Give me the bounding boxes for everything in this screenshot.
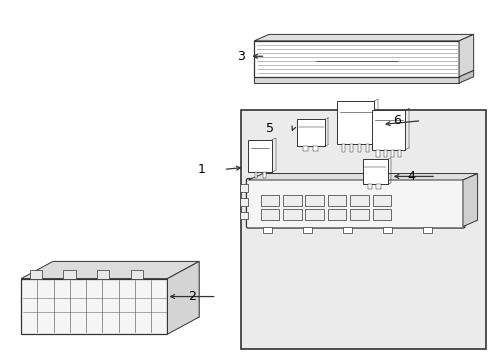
Bar <box>303 226 311 233</box>
Bar <box>53 261 199 317</box>
Polygon shape <box>458 35 473 77</box>
Bar <box>376 184 380 189</box>
Bar <box>367 184 371 189</box>
Text: 4: 4 <box>407 170 414 183</box>
Bar <box>372 195 390 206</box>
Bar <box>248 140 271 172</box>
Bar <box>305 210 324 220</box>
Bar <box>263 172 265 178</box>
Bar <box>390 149 393 157</box>
Bar <box>422 226 431 233</box>
Bar <box>254 77 458 83</box>
Bar <box>260 195 279 206</box>
Bar <box>283 210 301 220</box>
Polygon shape <box>462 174 477 226</box>
Bar <box>336 101 373 144</box>
Bar <box>362 159 387 184</box>
Bar <box>30 270 42 279</box>
Bar <box>297 119 325 146</box>
Bar <box>254 172 257 178</box>
FancyBboxPatch shape <box>246 179 464 228</box>
Bar <box>254 41 458 77</box>
Bar <box>375 149 379 157</box>
Bar <box>239 184 248 192</box>
Bar <box>240 110 485 349</box>
Polygon shape <box>458 70 473 83</box>
Bar <box>21 279 167 334</box>
Bar <box>349 195 368 206</box>
Bar <box>349 144 352 152</box>
Bar <box>260 210 279 220</box>
Bar <box>63 270 76 279</box>
Bar <box>365 144 368 152</box>
Text: 1: 1 <box>197 163 205 176</box>
Bar <box>327 210 346 220</box>
Bar <box>357 144 361 152</box>
Bar <box>97 270 109 279</box>
Bar <box>371 110 405 149</box>
Polygon shape <box>248 174 477 180</box>
Bar <box>283 195 301 206</box>
Bar <box>342 226 351 233</box>
Polygon shape <box>254 35 473 41</box>
Bar <box>263 226 271 233</box>
Polygon shape <box>167 261 199 334</box>
Bar <box>382 226 391 233</box>
Bar <box>302 146 307 151</box>
Text: 6: 6 <box>392 114 400 127</box>
Bar <box>130 270 142 279</box>
Bar <box>239 212 248 220</box>
Bar <box>327 195 346 206</box>
Bar <box>239 198 248 206</box>
Text: 5: 5 <box>265 122 273 135</box>
Bar <box>305 195 324 206</box>
Bar <box>349 210 368 220</box>
Text: 3: 3 <box>236 50 244 63</box>
Bar <box>383 149 386 157</box>
Bar <box>341 144 345 152</box>
Bar <box>372 210 390 220</box>
Bar <box>312 146 317 151</box>
Polygon shape <box>21 261 199 279</box>
Text: 2: 2 <box>187 290 195 303</box>
Bar <box>397 149 401 157</box>
